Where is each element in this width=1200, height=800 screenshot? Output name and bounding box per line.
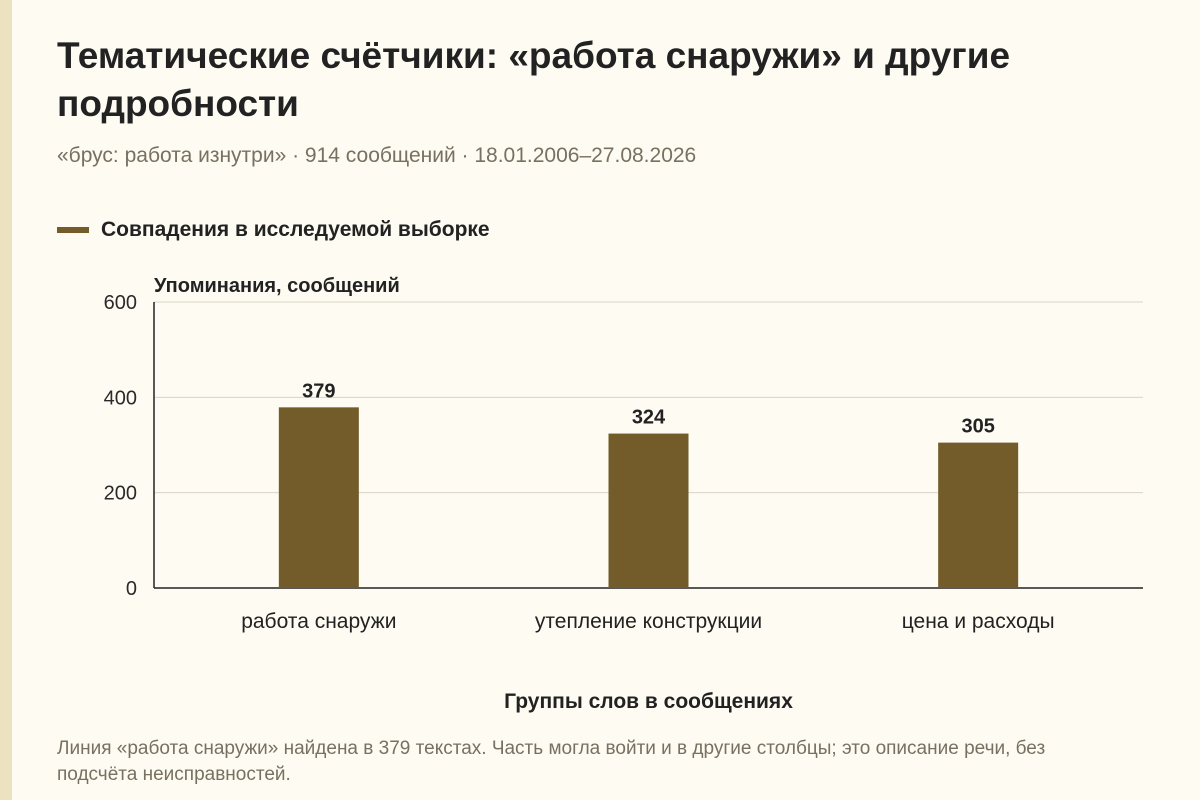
y-tick-label: 600: [104, 292, 137, 314]
chart-legend: Совпадения в исследуемой выборке: [57, 218, 490, 242]
bar: [278, 407, 359, 588]
bar-value-label: 305: [961, 416, 994, 438]
footnote: Линия «работа снаружи» найдена в 379 тек…: [57, 738, 1046, 785]
bar: [938, 442, 1019, 588]
bar: [608, 433, 689, 588]
bar-value-label: 379: [302, 380, 335, 402]
bar-chart: 0 200 400 600 Упоминания, сообщений 379 работа…: [104, 275, 1143, 713]
y-tick-label: 0: [126, 578, 137, 600]
legend-swatch: [57, 227, 89, 233]
x-tick-label: утепление конструкции: [535, 610, 762, 633]
y-tick-label: 200: [104, 483, 137, 505]
y-tick-label: 400: [104, 387, 137, 409]
page-title: Тематические счётчики: «работа снаружи» …: [57, 35, 1011, 124]
page-subtitle: «брус: работа изнутри» · 914 сообщений ·…: [57, 144, 697, 167]
bar-value-label: 324: [632, 407, 666, 429]
x-tick-label: цена и расходы: [902, 610, 1055, 633]
y-axis-title: Упоминания, сообщений: [154, 275, 400, 297]
left-edge-strip: [0, 0, 12, 800]
legend-label: Совпадения в исследуемой выборке: [101, 218, 490, 241]
chart-area: 0 200 400 600 Упоминания, сообщений 379 работа…: [0, 260, 1200, 720]
x-axis-title: Группы слов в сообщениях: [504, 690, 793, 713]
x-tick-label: работа снаружи: [241, 610, 396, 633]
